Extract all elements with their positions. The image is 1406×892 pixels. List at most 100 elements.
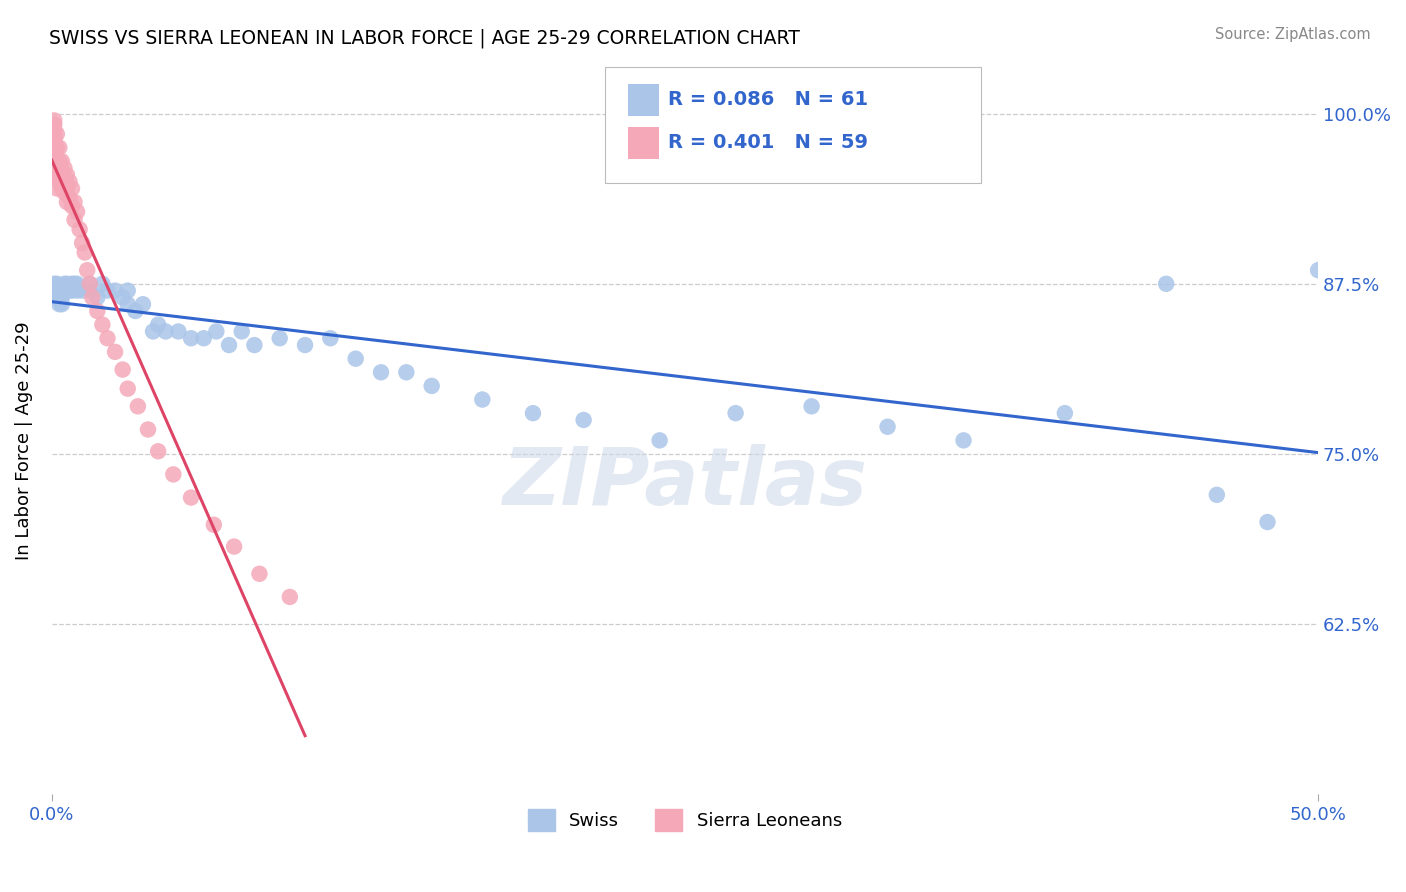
Point	[876, 419, 898, 434]
Point	[48, 141, 70, 155]
Point	[44, 150, 66, 164]
Point	[104, 344, 127, 359]
Point	[96, 331, 118, 345]
Point	[1205, 488, 1227, 502]
Point	[70, 235, 93, 250]
Point	[224, 540, 246, 554]
Point	[136, 422, 159, 436]
Point	[82, 290, 104, 304]
Point	[1256, 515, 1278, 529]
Point	[319, 331, 342, 345]
Point	[48, 172, 70, 186]
Point	[48, 290, 70, 304]
Point	[1154, 277, 1177, 291]
Text: R = 0.401   N = 59: R = 0.401 N = 59	[668, 133, 868, 153]
Point	[48, 284, 70, 298]
Point	[56, 168, 79, 182]
Y-axis label: In Labor Force | Age 25-29: In Labor Force | Age 25-29	[15, 321, 32, 559]
Point	[91, 277, 114, 291]
Point	[155, 325, 177, 339]
Point	[269, 331, 291, 345]
Point	[202, 517, 225, 532]
Point	[44, 284, 66, 298]
Point	[344, 351, 367, 366]
Point	[117, 284, 139, 298]
Text: SWISS VS SIERRA LEONEAN IN LABOR FORCE | AGE 25-29 CORRELATION CHART: SWISS VS SIERRA LEONEAN IN LABOR FORCE |…	[49, 29, 800, 48]
Point	[471, 392, 494, 407]
Point	[73, 245, 96, 260]
Point	[167, 325, 190, 339]
Point	[45, 172, 67, 186]
Point	[60, 199, 83, 213]
Point	[69, 222, 91, 236]
Point	[48, 163, 70, 178]
Point	[800, 400, 823, 414]
Point	[142, 325, 165, 339]
Point	[243, 338, 266, 352]
Point	[53, 284, 76, 298]
Point	[249, 566, 271, 581]
Point	[111, 362, 134, 376]
Point	[44, 145, 66, 159]
Point	[66, 204, 89, 219]
Point	[420, 379, 443, 393]
Point	[45, 290, 67, 304]
Point	[45, 154, 67, 169]
Point	[53, 175, 76, 189]
Point	[51, 154, 73, 169]
Point	[44, 277, 66, 291]
Point	[53, 277, 76, 291]
Point	[44, 131, 66, 145]
Point	[162, 467, 184, 482]
Point	[648, 434, 671, 448]
Point	[44, 136, 66, 151]
Point	[58, 284, 80, 298]
Point	[70, 284, 93, 298]
Point	[522, 406, 544, 420]
Point	[127, 400, 149, 414]
Point	[63, 277, 86, 291]
Point	[79, 277, 101, 291]
Point	[60, 181, 83, 195]
Point	[278, 590, 301, 604]
Point	[63, 195, 86, 210]
Point	[56, 181, 79, 195]
Point	[180, 331, 202, 345]
Point	[44, 123, 66, 137]
Point	[124, 304, 146, 318]
Legend: Swiss, Sierra Leoneans: Swiss, Sierra Leoneans	[520, 802, 849, 838]
Point	[86, 290, 108, 304]
Point	[79, 284, 101, 298]
Point	[66, 277, 89, 291]
Point	[952, 434, 974, 448]
Point	[48, 297, 70, 311]
Point	[1053, 406, 1076, 420]
Point	[63, 212, 86, 227]
Point	[231, 325, 253, 339]
Point	[117, 382, 139, 396]
Point	[79, 277, 101, 291]
Point	[60, 284, 83, 298]
Point	[45, 277, 67, 291]
Point	[96, 284, 118, 298]
Point	[205, 325, 228, 339]
Point	[51, 181, 73, 195]
Text: ZIPatlas: ZIPatlas	[502, 444, 868, 522]
Point	[51, 290, 73, 304]
Point	[193, 331, 215, 345]
Point	[53, 186, 76, 200]
Point	[86, 304, 108, 318]
Point	[44, 127, 66, 141]
Point	[48, 154, 70, 169]
Point	[1308, 263, 1330, 277]
Point	[395, 365, 418, 379]
Point	[294, 338, 316, 352]
Text: R = 0.086   N = 61: R = 0.086 N = 61	[668, 90, 868, 110]
Point	[44, 118, 66, 132]
Point	[60, 277, 83, 291]
Point	[51, 297, 73, 311]
Point	[45, 181, 67, 195]
Point	[117, 297, 139, 311]
Point	[44, 163, 66, 178]
Point	[56, 195, 79, 210]
